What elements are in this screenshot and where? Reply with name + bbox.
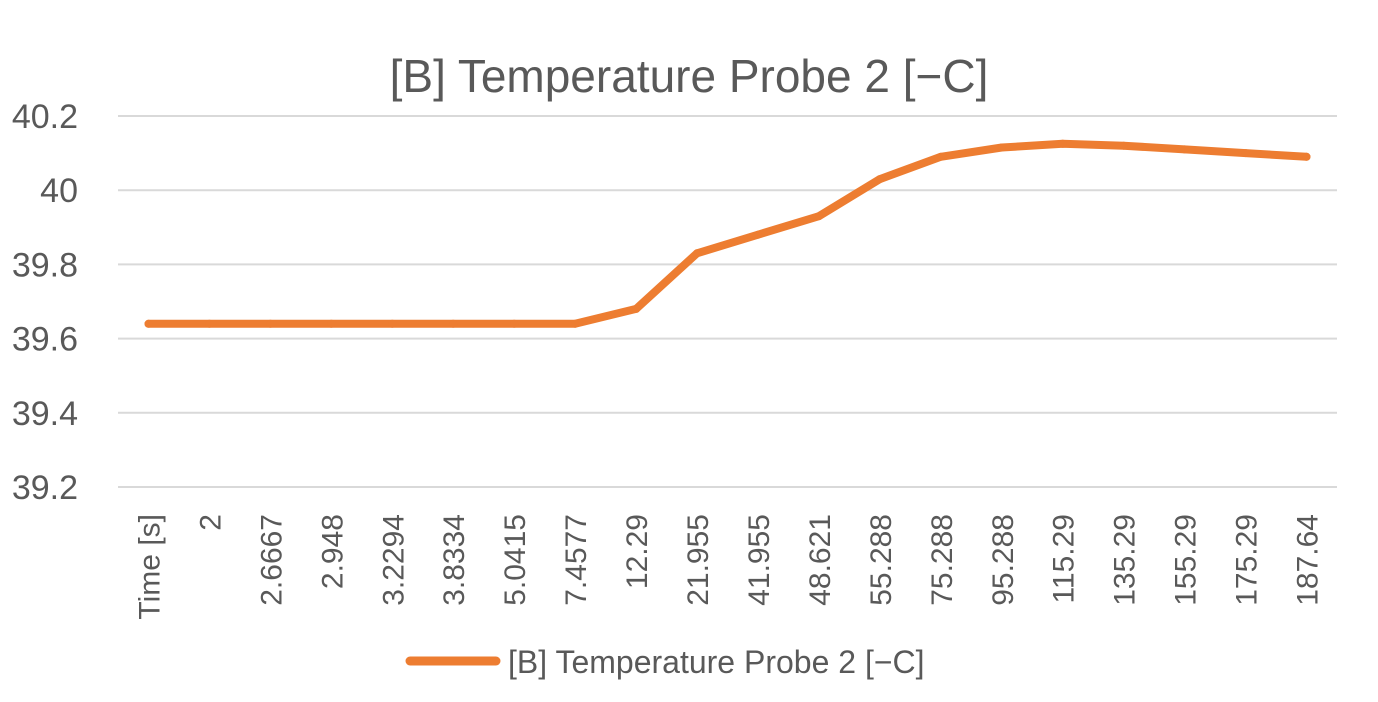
data-point — [510, 319, 519, 328]
legend-label: [B] Temperature Probe 2 [−C] — [508, 644, 925, 680]
gridlines — [118, 115, 1337, 488]
y-axis-ticks: 39.2 39.4 39.6 39.8 40 40.2 — [12, 98, 78, 507]
y-tick-label: 39.6 — [12, 321, 78, 359]
x-tick-label: 115.29 — [1048, 514, 1081, 604]
legend: [B] Temperature Probe 2 [−C] — [405, 644, 925, 680]
x-tick-label: 48.621 — [804, 514, 837, 606]
x-tick-label: 3.2294 — [377, 514, 410, 606]
x-tick-label: 21.955 — [682, 514, 715, 606]
data-point — [571, 319, 580, 328]
data-point — [997, 143, 1006, 152]
y-tick-label: 39.2 — [12, 469, 78, 507]
data-point — [388, 319, 397, 328]
data-point — [693, 249, 701, 258]
x-tick-label: 12.29 — [621, 514, 654, 589]
x-tick-label: 2.6667 — [255, 514, 288, 606]
x-tick-label: 5.0415 — [499, 514, 532, 606]
x-tick-label: 3.8334 — [438, 514, 471, 606]
x-tick-label: 95.288 — [987, 514, 1020, 606]
data-point — [327, 319, 336, 328]
data-point — [1180, 145, 1189, 154]
x-tick-label: 41.955 — [743, 514, 776, 606]
data-point — [449, 319, 458, 328]
data-point — [144, 319, 153, 328]
data-point — [205, 319, 214, 328]
data-point — [1302, 152, 1311, 161]
data-point — [266, 319, 275, 328]
data-point — [1241, 149, 1250, 158]
data-point — [875, 175, 884, 184]
data-point — [632, 304, 641, 313]
x-tick-label: 135.29 — [1109, 514, 1142, 606]
x-tick-label: 2 — [194, 514, 227, 531]
x-tick-label: 7.4577 — [560, 514, 593, 606]
y-tick-label: 40.2 — [12, 98, 78, 136]
series-layer — [144, 139, 1311, 328]
series-line — [144, 139, 1311, 328]
data-point — [936, 152, 945, 161]
x-tick-label: Time [s] — [133, 514, 166, 620]
x-tick-label: 187.64 — [1292, 514, 1325, 606]
data-point — [814, 212, 823, 221]
x-tick-label: 2.948 — [316, 514, 349, 589]
x-tick-label: 75.288 — [926, 514, 959, 606]
x-tick-label: 55.288 — [865, 514, 898, 606]
data-point — [1119, 141, 1128, 150]
x-tick-label: 155.29 — [1170, 514, 1203, 606]
x-axis-ticks: Time [s] 2 2.6667 2.948 3.2294 3.8334 5.0415 7.… — [133, 514, 1324, 620]
y-tick-label: 39.4 — [12, 395, 78, 433]
y-tick-label: 40 — [40, 172, 78, 210]
x-tick-label: 175.29 — [1231, 514, 1264, 606]
data-point — [754, 230, 762, 239]
chart-title: [B] Temperature Probe 2 [−C] — [390, 50, 989, 102]
y-tick-label: 39.8 — [12, 246, 78, 284]
data-point — [1058, 139, 1067, 148]
